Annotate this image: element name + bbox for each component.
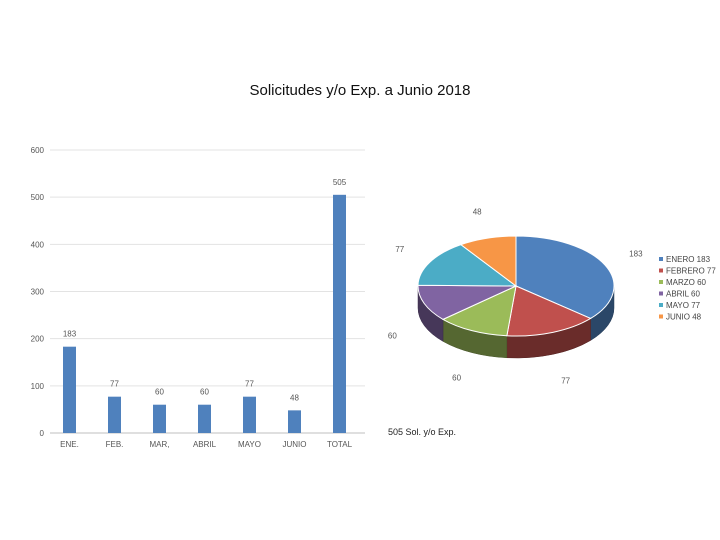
x-tick-label: MAYO [238,440,261,449]
y-tick-label: 0 [40,429,45,438]
pie-slice [417,244,518,287]
x-tick-label: JUNIO [283,440,307,449]
y-tick-label: 200 [31,335,45,344]
bar [333,194,346,433]
pie-data-label: 48 [473,207,482,216]
legend-entry: ENERO 183 [666,255,711,264]
legend-entry: JUNIO 48 [666,313,702,322]
legend-swatch [659,303,663,307]
pie-data-label: 77 [395,245,404,254]
bar-value-label: 60 [155,388,164,397]
x-tick-label: FEB. [106,440,124,449]
legend-swatch [659,291,663,296]
pie-slice [417,284,517,320]
total-caption: 505 Sol. y/o Exp. [388,427,457,437]
pie-slice [459,235,517,288]
y-tick-label: 100 [31,382,45,391]
legend-entry: MAYO 77 [666,301,701,310]
y-tick-label: 300 [31,288,45,297]
y-tick-label: 400 [31,240,45,249]
chart-title: Solicitudes y/o Exp. a Junio 2018 [249,82,471,99]
bar [198,404,211,433]
bar-value-label: 183 [63,330,77,339]
legend-entry: MARZO 60 [666,278,707,287]
legend-swatch [659,314,663,319]
bar [108,396,121,433]
y-tick-label: 600 [31,146,45,155]
legend-entry: FEBRERO 77 [666,267,716,276]
bar [243,396,256,433]
pie-data-label: 60 [452,374,461,383]
x-tick-label: ABRIL [193,440,217,449]
x-tick-label: ENE. [60,440,79,449]
x-tick-label: TOTAL [327,440,353,449]
pie-data-label: 183 [629,249,643,258]
bar-value-label: 48 [290,393,299,402]
bar-value-label: 77 [245,380,254,389]
y-tick-label: 500 [31,193,45,202]
pie-slice [506,285,592,337]
pie-slice [515,235,615,320]
bar [63,346,76,433]
pie-data-label: 60 [388,331,397,340]
legend-swatch [659,268,663,273]
pie-slice [441,285,517,337]
bar [153,404,166,433]
pie-data-label: 77 [561,376,570,385]
x-tick-label: MAR, [150,440,170,449]
legend-entry: ABRIL 60 [666,290,700,299]
bar-value-label: 505 [333,178,347,187]
legend-swatch [659,280,663,284]
bar-value-label: 77 [110,380,119,389]
bar-value-label: 60 [200,388,209,397]
legend-swatch [659,257,663,261]
bar [288,410,301,433]
